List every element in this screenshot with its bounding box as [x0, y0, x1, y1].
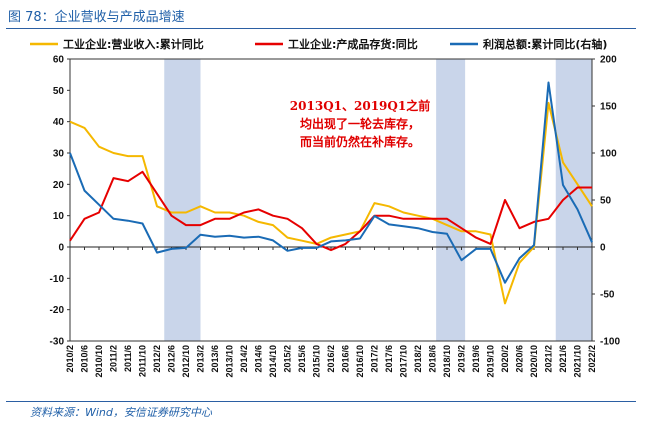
legend-label-0: 工业企业:营业收入:累计同比: [63, 37, 204, 51]
legend-label-1: 工业企业:产成品存货:同比: [288, 37, 418, 51]
left-axis-tick: 0: [58, 243, 64, 254]
x-tick-label: 2015/10: [312, 345, 322, 378]
left-axis-tick: 30: [53, 149, 65, 160]
right-axis-tick: -50: [600, 290, 615, 301]
left-axis-tick: -10: [50, 274, 65, 285]
shaded-period-2: [555, 59, 592, 341]
x-tick-label: 2020/6: [515, 345, 525, 373]
x-tick-label: 2011/2: [109, 345, 119, 372]
left-axis-tick: -20: [50, 305, 65, 316]
left-axis-tick: 10: [53, 211, 65, 222]
x-tick-label: 2015/6: [297, 345, 307, 373]
x-tick-label: 2019/2: [457, 345, 467, 373]
line-chart: 6050403020100-10-20-30200150100500-50-10…: [30, 37, 620, 378]
x-tick-label: 2020/10: [529, 345, 539, 378]
x-tick-label: 2013/10: [225, 345, 235, 378]
series-line-0: [69, 101, 593, 305]
annotation-line-1: 均出现了一轮去库存，: [300, 116, 420, 131]
x-tick-label: 2010/10: [94, 345, 104, 378]
right-axis-tick: -100: [600, 337, 620, 348]
series-line-1: [69, 170, 592, 252]
right-axis-tick: 50: [600, 196, 612, 207]
x-tick-label: 2015/2: [283, 345, 293, 373]
annotation-line-0: 2013Q1、2019Q1之前: [290, 98, 430, 113]
x-tick-label: 2018/6: [428, 345, 438, 373]
x-tick-label: 2018/2: [413, 345, 423, 373]
right-axis-tick: 0: [600, 243, 606, 254]
series-line-2: [69, 81, 593, 284]
x-tick-label: 2013/2: [196, 345, 206, 373]
x-tick-label: 2011/6: [123, 345, 133, 372]
x-tick-label: 2016/6: [341, 345, 351, 373]
x-tick-label: 2019/10: [486, 345, 496, 378]
x-tick-label: 2017/2: [370, 345, 380, 373]
x-tick-label: 2018/10: [442, 345, 452, 378]
legend-label-2: 利润总额:累计同比(右轴): [483, 37, 607, 51]
left-axis-tick: 50: [53, 86, 65, 97]
x-tick-label: 2016/2: [326, 345, 336, 373]
right-axis-tick: 200: [600, 55, 617, 66]
x-tick-label: 2017/6: [384, 345, 394, 373]
left-axis-tick: -30: [50, 337, 65, 348]
x-tick-label: 2016/10: [355, 345, 365, 378]
right-axis-tick: 150: [600, 102, 617, 113]
x-tick-label: 2012/6: [167, 345, 177, 373]
x-tick-label: 2010/6: [80, 345, 90, 373]
x-tick-label: 2012/2: [152, 345, 162, 373]
x-tick-label: 2013/6: [210, 345, 220, 373]
x-tick-label: 2014/2: [239, 345, 249, 373]
left-axis-tick: 20: [53, 180, 65, 191]
source-note: 资料来源：Wind，安信证券研究中心: [30, 406, 212, 419]
x-tick-label: 2022/2: [587, 345, 597, 373]
title-divider: [6, 28, 636, 29]
x-tick-label: 2021/10: [573, 345, 583, 378]
x-tick-label: 2021/2: [544, 345, 554, 373]
x-tick-label: 2017/10: [399, 345, 409, 378]
x-tick-label: 2021/6: [558, 345, 568, 373]
x-tick-label: 2010/2: [65, 345, 75, 373]
figure-title: 图 78：企业营收与产成品增速: [8, 10, 185, 25]
left-axis-tick: 60: [53, 55, 65, 66]
x-tick-label: 2020/2: [500, 345, 510, 373]
footer-divider: [6, 401, 636, 402]
left-axis-tick: 40: [53, 117, 65, 128]
x-tick-label: 2014/6: [254, 345, 264, 373]
x-tick-label: 2019/6: [471, 345, 481, 373]
annotation-line-2: 而当前仍然在补库存。: [300, 134, 420, 149]
x-tick-label: 2011/10: [138, 345, 148, 377]
x-tick-label: 2014/10: [268, 345, 278, 378]
x-tick-label: 2012/10: [181, 345, 191, 378]
right-axis-tick: 100: [600, 149, 617, 160]
shaded-period-1: [436, 59, 466, 341]
shaded-period-0: [164, 59, 201, 341]
